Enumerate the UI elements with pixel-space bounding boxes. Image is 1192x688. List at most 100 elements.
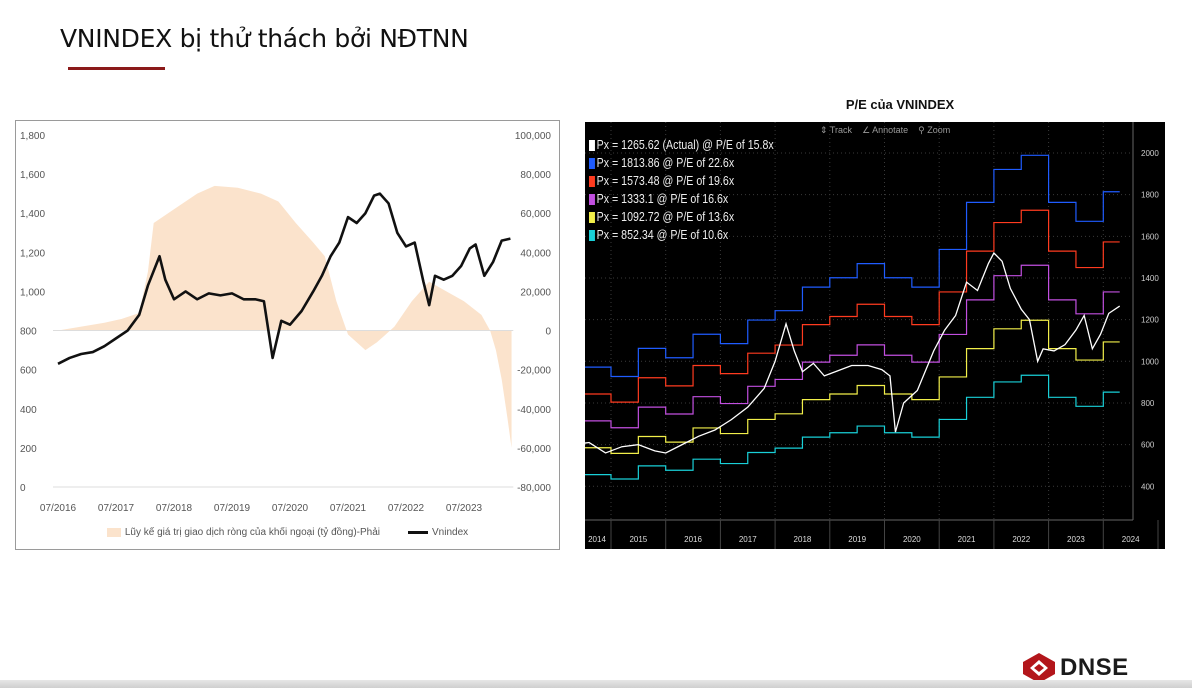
y-left-tick-label: 800 bbox=[20, 327, 37, 338]
dnse-logo: DNSE bbox=[1022, 652, 1129, 684]
x-tick-label: 2022 bbox=[1012, 535, 1030, 544]
right-chart-svg: 400 600 800 1000 1200 1400 1600 1800 2000 2014 201… bbox=[556, 122, 1159, 549]
left-chart-legend: Lũy kế giá trị giao dịch ròng của khối n… bbox=[16, 527, 559, 538]
legend-label: Px = 1092.72 @ P/E of 13.6x bbox=[596, 210, 735, 224]
y-tick-label: 600 bbox=[1141, 441, 1155, 450]
track-tool[interactable]: ⇕ Track bbox=[820, 125, 853, 135]
y-right-tick-label: 100,000 bbox=[515, 131, 552, 142]
y-left-tick-label: 1,000 bbox=[20, 287, 45, 298]
foreign-flow-area bbox=[58, 185, 512, 448]
pe-band-chart: 400 600 800 1000 1200 1400 1600 1800 2000 2014 201… bbox=[556, 122, 1165, 549]
legend-label: Lũy kế giá trị giao dịch ròng của khối n… bbox=[124, 527, 380, 538]
y-tick-label: 2000 bbox=[1141, 149, 1159, 158]
legend-swatch bbox=[589, 157, 595, 169]
y-left-tick-label: 1,200 bbox=[20, 248, 45, 259]
zoom-label: Zoom bbox=[927, 125, 951, 135]
pe-band-line-3 bbox=[556, 264, 1120, 432]
legend-label: Px = 1573.48 @ P/E of 19.6x bbox=[596, 174, 735, 188]
logo-text: DNSE bbox=[1060, 654, 1129, 681]
y-tick-label: 800 bbox=[1141, 399, 1155, 408]
y-left-tick-label: 600 bbox=[20, 366, 37, 377]
legend-item: Px = 852.34 @ P/E of 10.6x bbox=[589, 226, 774, 244]
legend-swatch-area bbox=[106, 528, 121, 537]
x-tick-label: 2019 bbox=[848, 535, 866, 544]
left-chart-svg: 0 200 400 600 800 1,000 1,200 1,400 1,600 1,800 -8… bbox=[20, 131, 552, 514]
y-right-tick-label: -40,000 bbox=[517, 405, 551, 416]
x-tick-label: 2016 bbox=[684, 535, 702, 544]
y-right-tick-label: -60,000 bbox=[517, 444, 551, 455]
actual-price-line bbox=[556, 251, 1121, 454]
legend-label: Px = 1813.86 @ P/E of 22.6x bbox=[596, 156, 735, 170]
x-tick-label: 07/2016 bbox=[40, 503, 77, 514]
x-tick-label: 2014 bbox=[588, 535, 606, 544]
x-tick-label: 07/2020 bbox=[272, 503, 309, 514]
x-tick-label: 2017 bbox=[739, 535, 757, 544]
legend-label: Px = 1333.1 @ P/E of 16.6x bbox=[596, 192, 729, 206]
x-tick-label: 07/2021 bbox=[330, 503, 367, 514]
pe-legend: Px = 1265.62 (Actual) @ P/E of 15.8x Px =… bbox=[589, 136, 774, 244]
x-tick-label: 2024 bbox=[1122, 535, 1140, 544]
legend-item-vnindex: Vnindex bbox=[408, 527, 468, 538]
y-tick-label: 1400 bbox=[1141, 274, 1159, 283]
y-right-tick-label: 80,000 bbox=[520, 170, 551, 181]
y-tick-label: 1800 bbox=[1141, 191, 1159, 200]
annotate-tool[interactable]: ∠ Annotate bbox=[862, 125, 909, 135]
y-tick-label: 1200 bbox=[1141, 316, 1159, 325]
vnindex-line bbox=[57, 192, 511, 365]
legend-swatch bbox=[589, 175, 595, 187]
zoom-tool[interactable]: ⚲ Zoom bbox=[918, 125, 951, 135]
dnse-logo-icon bbox=[1023, 653, 1055, 683]
y-left-tick-label: 200 bbox=[20, 444, 37, 455]
x-tick-label: 07/2017 bbox=[98, 503, 135, 514]
legend-item: Px = 1573.48 @ P/E of 19.6x bbox=[589, 172, 774, 190]
footer-bar bbox=[0, 680, 1192, 688]
legend-label: Px = 852.34 @ P/E of 10.6x bbox=[596, 228, 729, 242]
x-tick-label: 2023 bbox=[1067, 535, 1085, 544]
legend-label: Vnindex bbox=[432, 527, 469, 538]
y-right-tick-label: 40,000 bbox=[520, 248, 551, 259]
pe-band-line-5 bbox=[556, 374, 1120, 482]
legend-item: Px = 1265.62 (Actual) @ P/E of 15.8x bbox=[589, 136, 774, 154]
x-tick-label: 2020 bbox=[903, 535, 921, 544]
legend-swatch bbox=[589, 139, 595, 151]
y-left-tick-label: 1,800 bbox=[20, 131, 45, 142]
pe-band-line-4 bbox=[556, 319, 1120, 457]
y-right-tick-label: -20,000 bbox=[517, 366, 551, 377]
annotate-label: Annotate bbox=[872, 125, 909, 135]
y-right-tick-label: -80,000 bbox=[517, 483, 551, 494]
y-right-tick-label: 0 bbox=[545, 327, 551, 338]
pe-chart-title: P/E của VNINDEX bbox=[845, 97, 955, 112]
legend-swatch-line bbox=[408, 531, 428, 534]
x-tick-label: 07/2018 bbox=[156, 503, 193, 514]
y-left-tick-label: 0 bbox=[20, 483, 26, 494]
slide-title: VNINDEX bị thử thách bởi NĐTNN bbox=[60, 24, 469, 53]
x-tick-label: 07/2019 bbox=[214, 503, 251, 514]
legend-swatch bbox=[589, 229, 595, 241]
chart-toolbar: ⇕ Track ∠ Annotate ⚲ Zoom bbox=[820, 125, 950, 136]
x-tick-label: 2021 bbox=[958, 535, 976, 544]
x-tick-label: 07/2023 bbox=[446, 503, 483, 514]
legend-item: Px = 1333.1 @ P/E of 16.6x bbox=[589, 190, 774, 208]
legend-label: Px = 1265.62 (Actual) @ P/E of 15.8x bbox=[596, 138, 774, 152]
legend-item: Px = 1092.72 @ P/E of 13.6x bbox=[589, 208, 774, 226]
y-left-tick-label: 1,400 bbox=[20, 209, 45, 220]
y-right-tick-label: 60,000 bbox=[520, 209, 551, 220]
y-right-tick-label: 20,000 bbox=[520, 287, 551, 298]
legend-item-foreign-flow: Lũy kế giá trị giao dịch ròng của khối n… bbox=[106, 527, 380, 538]
y-tick-label: 1600 bbox=[1141, 232, 1159, 241]
x-tick-label: 2018 bbox=[794, 535, 812, 544]
pe-band-line-2 bbox=[556, 209, 1120, 407]
y-left-tick-label: 1,600 bbox=[20, 170, 45, 181]
title-underline bbox=[68, 67, 165, 70]
track-label: Track bbox=[829, 125, 853, 135]
y-tick-label: 1000 bbox=[1141, 357, 1159, 366]
y-tick-label: 400 bbox=[1141, 482, 1155, 491]
legend-item: Px = 1813.86 @ P/E of 22.6x bbox=[589, 154, 774, 172]
x-tick-label: 2015 bbox=[629, 535, 647, 544]
x-tick-label: 07/2022 bbox=[388, 503, 425, 514]
y-left-tick-label: 400 bbox=[20, 405, 37, 416]
legend-swatch bbox=[589, 193, 595, 205]
pe-band-line-1 bbox=[556, 154, 1120, 382]
legend-swatch bbox=[589, 211, 595, 223]
vnindex-foreign-flow-chart: 0 200 400 600 800 1,000 1,200 1,400 1,600 1,800 -8… bbox=[15, 120, 560, 550]
